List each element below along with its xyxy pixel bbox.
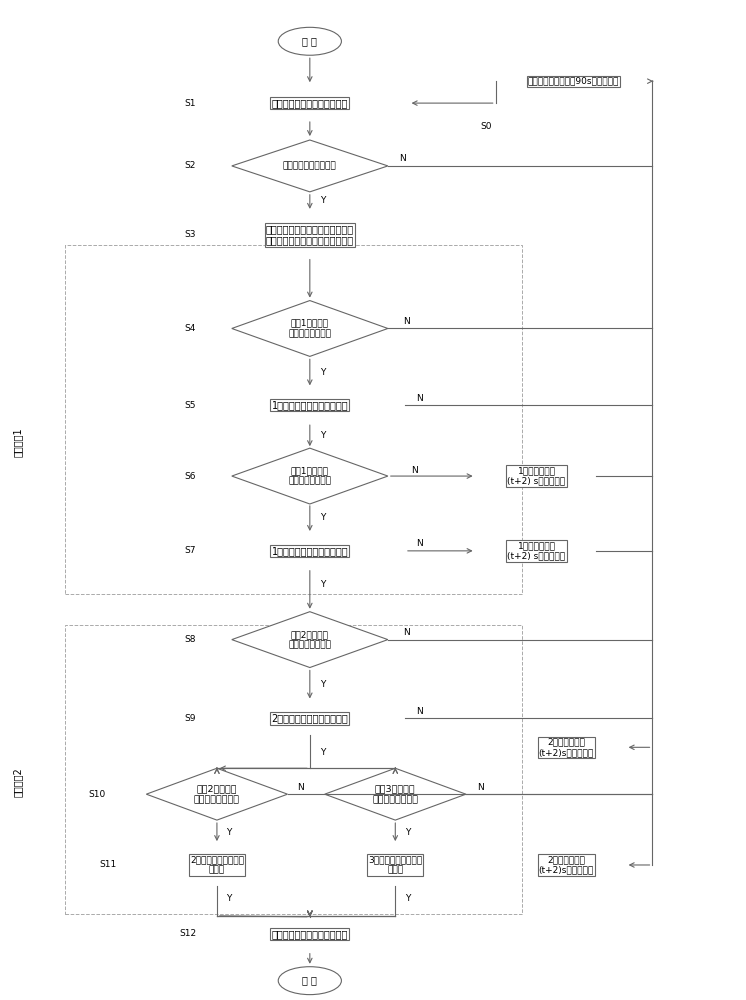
Text: Y: Y bbox=[320, 580, 325, 589]
Polygon shape bbox=[325, 768, 466, 820]
Text: Y: Y bbox=[226, 828, 231, 837]
Text: 系统顺序启动失败，90s后出现报警: 系统顺序启动失败，90s后出现报警 bbox=[528, 77, 619, 86]
Text: S11: S11 bbox=[99, 860, 116, 869]
Polygon shape bbox=[232, 612, 388, 668]
Text: 2号排风机将在
(t+2)s后联锁停运: 2号排风机将在 (t+2)s后联锁停运 bbox=[539, 855, 594, 875]
Ellipse shape bbox=[278, 27, 342, 55]
Text: 1号送风机启动（实际状态）: 1号送风机启动（实际状态） bbox=[272, 546, 348, 556]
Text: 系统信号复位，发出系统顺序启动
允许信号，发出系统顺序启动指令: 系统信号复位，发出系统顺序启动 允许信号，发出系统顺序启动指令 bbox=[266, 224, 354, 246]
Text: N: N bbox=[416, 394, 422, 403]
Text: 系统信号复位，检查设备状态: 系统信号复位，检查设备状态 bbox=[272, 929, 348, 939]
Text: S9: S9 bbox=[184, 714, 196, 723]
Text: S6: S6 bbox=[184, 472, 196, 481]
Polygon shape bbox=[232, 301, 388, 356]
Text: 2号排风机启动（实际状态）: 2号排风机启动（实际状态） bbox=[272, 713, 348, 723]
Polygon shape bbox=[146, 768, 287, 820]
Text: S4: S4 bbox=[185, 324, 196, 333]
Text: 2号排风机将在
(t+2)s后联锁停运: 2号排风机将在 (t+2)s后联锁停运 bbox=[539, 738, 594, 757]
Text: N: N bbox=[411, 466, 418, 475]
Text: S12: S12 bbox=[179, 929, 196, 938]
Text: 判断1号排风机
是否具备启动条件: 判断1号排风机 是否具备启动条件 bbox=[288, 319, 331, 338]
Text: Y: Y bbox=[320, 196, 325, 205]
Text: S2: S2 bbox=[185, 161, 196, 170]
Polygon shape bbox=[232, 448, 388, 504]
Text: S5: S5 bbox=[184, 401, 196, 410]
Text: 判断2号送风机
是否具备启动条件: 判断2号送风机 是否具备启动条件 bbox=[194, 784, 240, 804]
Text: Y: Y bbox=[320, 513, 325, 522]
Text: 系统状态检查，设备状态检查: 系统状态检查，设备状态检查 bbox=[272, 98, 348, 108]
Text: Y: Y bbox=[320, 748, 325, 757]
Text: 1号排风机启动（实际状态）: 1号排风机启动（实际状态） bbox=[272, 400, 348, 410]
Text: 判断3号送风机
是否具备启动条件: 判断3号送风机 是否具备启动条件 bbox=[372, 784, 419, 804]
Text: Y: Y bbox=[320, 431, 325, 440]
Text: N: N bbox=[416, 539, 422, 548]
Text: 判断2号排风机
是否具备启动条件: 判断2号排风机 是否具备启动条件 bbox=[288, 630, 331, 649]
Text: 1号排风机将在
(t+2) s后联锁停运: 1号排风机将在 (t+2) s后联锁停运 bbox=[507, 541, 565, 561]
Text: S10: S10 bbox=[88, 790, 105, 799]
Text: 功能子组2: 功能子组2 bbox=[13, 767, 22, 797]
Text: S3: S3 bbox=[184, 230, 196, 239]
Text: 2号送风机启动（实际
状态）: 2号送风机启动（实际 状态） bbox=[190, 855, 244, 875]
Text: S0: S0 bbox=[480, 122, 492, 131]
Text: N: N bbox=[416, 707, 422, 716]
Text: 系统是否满足运行条件: 系统是否满足运行条件 bbox=[283, 161, 336, 170]
Text: Y: Y bbox=[320, 680, 325, 689]
Text: 功能子组1: 功能子组1 bbox=[13, 427, 22, 457]
Text: N: N bbox=[403, 628, 410, 637]
Text: N: N bbox=[477, 783, 484, 792]
Text: Y: Y bbox=[405, 894, 410, 903]
Text: N: N bbox=[298, 783, 304, 792]
Text: S8: S8 bbox=[184, 635, 196, 644]
Text: N: N bbox=[399, 154, 406, 163]
Text: 1号排风机将在
(t+2) s后联锁停运: 1号排风机将在 (t+2) s后联锁停运 bbox=[507, 466, 565, 486]
Text: 开 始: 开 始 bbox=[302, 36, 317, 46]
Text: N: N bbox=[403, 317, 410, 326]
Text: Y: Y bbox=[226, 894, 231, 903]
Ellipse shape bbox=[278, 967, 342, 995]
Text: S1: S1 bbox=[184, 99, 196, 108]
Polygon shape bbox=[232, 140, 388, 192]
Text: Y: Y bbox=[405, 828, 410, 837]
Text: Y: Y bbox=[320, 368, 325, 377]
Text: 判断1号送风机
是否具备启动条件: 判断1号送风机 是否具备启动条件 bbox=[288, 466, 331, 486]
Text: 结 束: 结 束 bbox=[302, 976, 317, 986]
Text: 3号送风机启动（实际
状态）: 3号送风机启动（实际 状态） bbox=[369, 855, 422, 875]
Text: S7: S7 bbox=[184, 546, 196, 555]
